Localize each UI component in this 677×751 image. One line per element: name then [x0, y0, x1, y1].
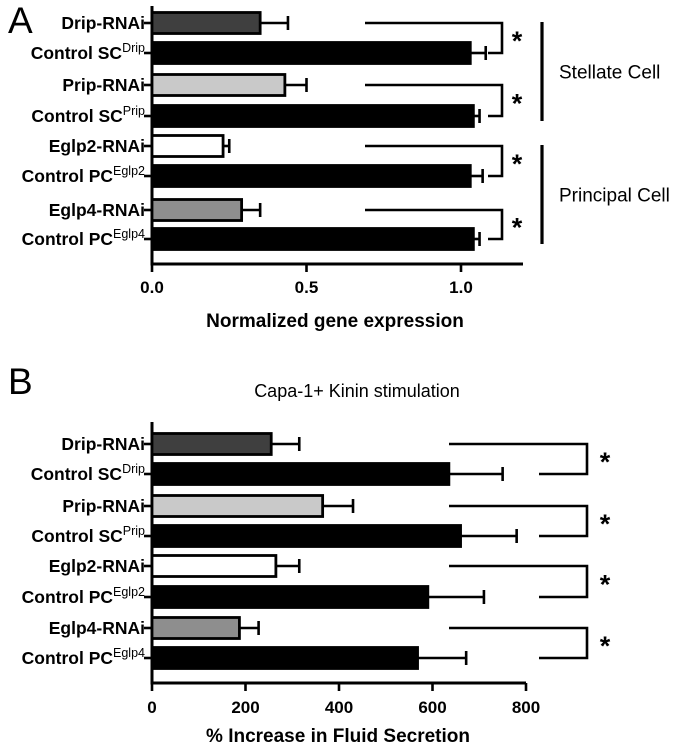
- bar: [150, 104, 475, 128]
- significance-bracket: [365, 208, 504, 241]
- significance-bracket: [365, 21, 504, 55]
- group-label: Stellate Cell: [559, 63, 660, 84]
- panel-b-label: B: [8, 361, 33, 402]
- bar: [150, 462, 451, 486]
- bar: [150, 198, 244, 222]
- category-label: Drip-RNAi: [61, 13, 145, 33]
- x-tick-label: 200: [231, 698, 259, 717]
- significance-bracket: [449, 564, 589, 599]
- x-tick-label: 0.0: [140, 278, 164, 297]
- significance-star: *: [600, 631, 611, 661]
- bar: [150, 164, 472, 188]
- panel-b-x-axis-label: % Increase in Fluid Secretion: [206, 726, 470, 747]
- category-label: Drip-RNAi: [61, 434, 145, 454]
- bar: [150, 41, 472, 65]
- category-label: Eglp4-RNAi: [49, 200, 145, 220]
- bar: [150, 646, 419, 670]
- significance-bracket: [365, 144, 504, 178]
- x-tick-label: 1.0: [449, 278, 473, 297]
- bar: [150, 616, 241, 640]
- significance-star: *: [600, 509, 611, 539]
- significance-star: *: [600, 570, 611, 600]
- panel-a-label: A: [8, 0, 33, 41]
- bar: [150, 524, 462, 548]
- category-label: Control SCPrip: [31, 524, 145, 546]
- significance-star: *: [512, 26, 523, 56]
- significance-bracket: [449, 626, 589, 660]
- category-label: Eglp2-RNAi: [49, 136, 145, 156]
- group-label: Principal Cell: [559, 186, 670, 207]
- significance-bracket: [365, 83, 504, 118]
- bar: [150, 11, 262, 35]
- significance-star: *: [512, 89, 523, 119]
- bar: [150, 585, 430, 609]
- x-tick-label: 0: [147, 698, 156, 717]
- significance-star: *: [600, 447, 611, 477]
- category-label: Control PCEglp2: [22, 164, 145, 186]
- category-label: Prip-RNAi: [62, 496, 145, 516]
- significance-bracket: [449, 442, 589, 476]
- category-label: Control SCPrip: [31, 104, 145, 126]
- x-tick-label: 400: [325, 698, 353, 717]
- bar: [150, 227, 475, 251]
- significance-star: *: [512, 149, 523, 179]
- category-label: Control PCEglp4: [22, 646, 145, 668]
- x-tick-label: 600: [418, 698, 446, 717]
- bar: [150, 494, 325, 518]
- bar: [150, 73, 287, 97]
- bar: [150, 134, 225, 158]
- significance-star: *: [512, 213, 523, 243]
- category-label: Eglp4-RNAi: [49, 618, 145, 638]
- category-label: Prip-RNAi: [62, 75, 145, 95]
- category-label: Control SCDrip: [31, 462, 145, 484]
- category-label: Control PCEglp4: [22, 227, 145, 249]
- panel-a-x-axis-label: Normalized gene expression: [206, 311, 464, 332]
- category-label: Control PCEglp2: [22, 585, 145, 607]
- panel-b-title: Capa-1+ Kinin stimulation: [254, 381, 460, 401]
- panel-b-plot: 0 200 400 600 800 Drip-RNAi Control SCDrip Prip…: [22, 422, 611, 717]
- x-tick-label: 800: [512, 698, 540, 717]
- category-label: Eglp2-RNAi: [49, 556, 145, 576]
- panel-a-plot: 0.0 0.5 1.0 Drip-RNAi Control SCDrip Prip-RNA…: [22, 6, 670, 297]
- category-label: Control SCDrip: [31, 41, 145, 63]
- significance-bracket: [449, 504, 589, 538]
- bar: [150, 554, 278, 578]
- bar: [150, 432, 273, 456]
- x-tick-label: 0.5: [295, 278, 319, 297]
